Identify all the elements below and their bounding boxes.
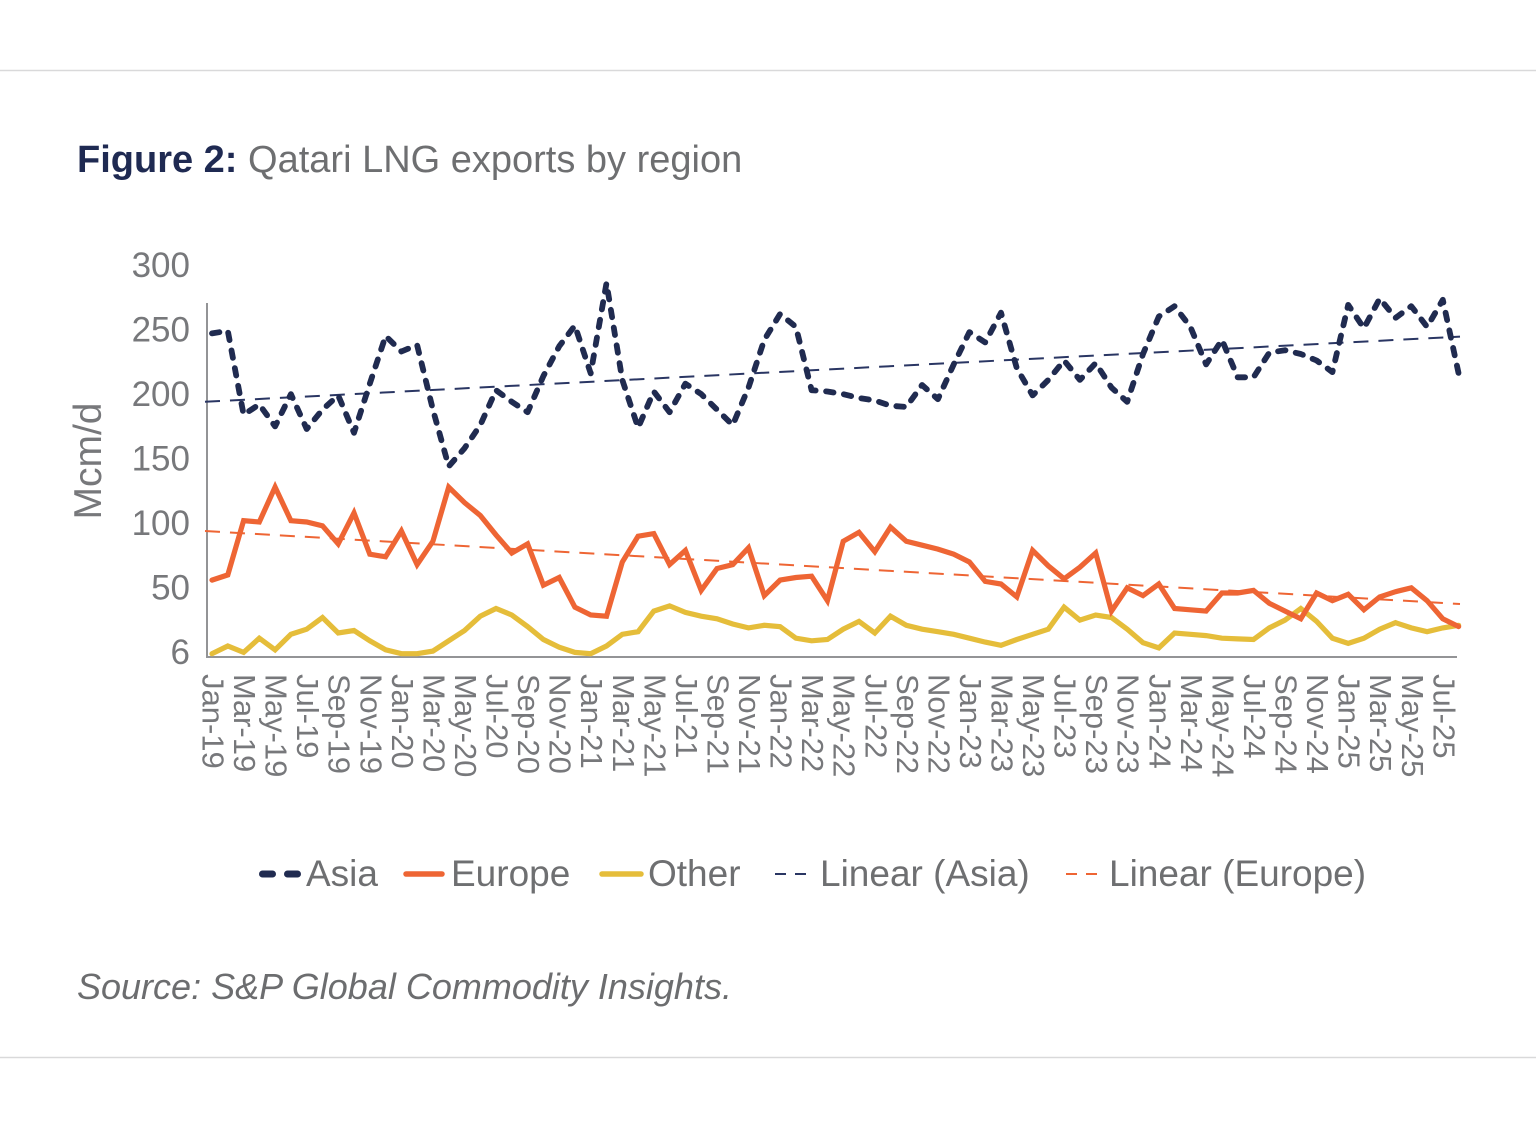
svg-text:Sep-19: Sep-19 (322, 674, 357, 774)
svg-text:Nov-21: Nov-21 (732, 674, 767, 774)
svg-text:Europe: Europe (451, 853, 570, 894)
svg-text:Mar-21: Mar-21 (606, 674, 641, 772)
svg-text:May-21: May-21 (637, 674, 672, 777)
svg-text:Figure 2: Qatari LNG exports b: Figure 2: Qatari LNG exports by region (77, 139, 742, 181)
svg-text:200: 200 (132, 375, 190, 414)
svg-text:May-22: May-22 (827, 674, 862, 777)
svg-text:Sep-21: Sep-21 (701, 674, 736, 774)
svg-text:May-24: May-24 (1205, 674, 1240, 777)
svg-text:Mar-19: Mar-19 (227, 674, 262, 772)
svg-text:May-25: May-25 (1395, 674, 1430, 777)
svg-text:Nov-23: Nov-23 (1111, 674, 1146, 774)
svg-text:Jan-24: Jan-24 (1142, 674, 1177, 769)
svg-text:Jul-22: Jul-22 (858, 674, 893, 758)
svg-text:Sep-24: Sep-24 (1269, 674, 1304, 774)
svg-text:250: 250 (132, 311, 190, 350)
svg-text:50: 50 (151, 569, 190, 608)
svg-text:Jan-22: Jan-22 (764, 674, 799, 769)
svg-text:Mar-23: Mar-23 (985, 674, 1020, 772)
svg-text:Jan-21: Jan-21 (574, 674, 609, 769)
svg-text:Jan-19: Jan-19 (196, 674, 231, 769)
svg-text:Nov-20: Nov-20 (543, 674, 578, 774)
svg-text:Jan-23: Jan-23 (953, 674, 988, 769)
svg-text:Jul-21: Jul-21 (669, 674, 704, 758)
svg-text:May-23: May-23 (1016, 674, 1051, 777)
svg-text:Mcm/d: Mcm/d (67, 403, 110, 520)
svg-text:Linear (Asia): Linear (Asia) (820, 853, 1030, 894)
svg-text:Jul-19: Jul-19 (290, 674, 325, 758)
svg-text:Other: Other (648, 853, 741, 894)
svg-text:300: 300 (132, 246, 190, 285)
svg-text:Jul-25: Jul-25 (1426, 674, 1461, 758)
svg-text:Jul-24: Jul-24 (1237, 674, 1272, 758)
svg-text:May-20: May-20 (448, 674, 483, 777)
svg-text:Mar-22: Mar-22 (795, 674, 830, 772)
svg-text:Source: S&P Global Commodity I: Source: S&P Global Commodity Insights. (77, 966, 732, 1007)
svg-text:Linear (Europe): Linear (Europe) (1109, 853, 1366, 894)
svg-text:Nov-24: Nov-24 (1300, 674, 1335, 774)
svg-text:Mar-24: Mar-24 (1174, 674, 1209, 772)
svg-text:Sep-22: Sep-22 (890, 674, 925, 774)
svg-text:Jan-25: Jan-25 (1332, 674, 1367, 769)
svg-text:Mar-25: Mar-25 (1363, 674, 1398, 772)
svg-text:Sep-23: Sep-23 (1079, 674, 1114, 774)
svg-text:Nov-19: Nov-19 (353, 674, 388, 774)
svg-text:Jul-20: Jul-20 (480, 674, 515, 758)
svg-text:100: 100 (132, 504, 190, 543)
svg-text:Jan-20: Jan-20 (385, 674, 420, 769)
svg-text:Sep-20: Sep-20 (511, 674, 546, 774)
svg-text:Nov-22: Nov-22 (921, 674, 956, 774)
svg-text:Jul-23: Jul-23 (1048, 674, 1083, 758)
svg-text:150: 150 (132, 440, 190, 479)
svg-text:May-19: May-19 (259, 674, 294, 777)
svg-text:6: 6 (171, 633, 190, 672)
svg-text:Mar-20: Mar-20 (416, 674, 451, 772)
svg-text:Asia: Asia (306, 853, 378, 894)
